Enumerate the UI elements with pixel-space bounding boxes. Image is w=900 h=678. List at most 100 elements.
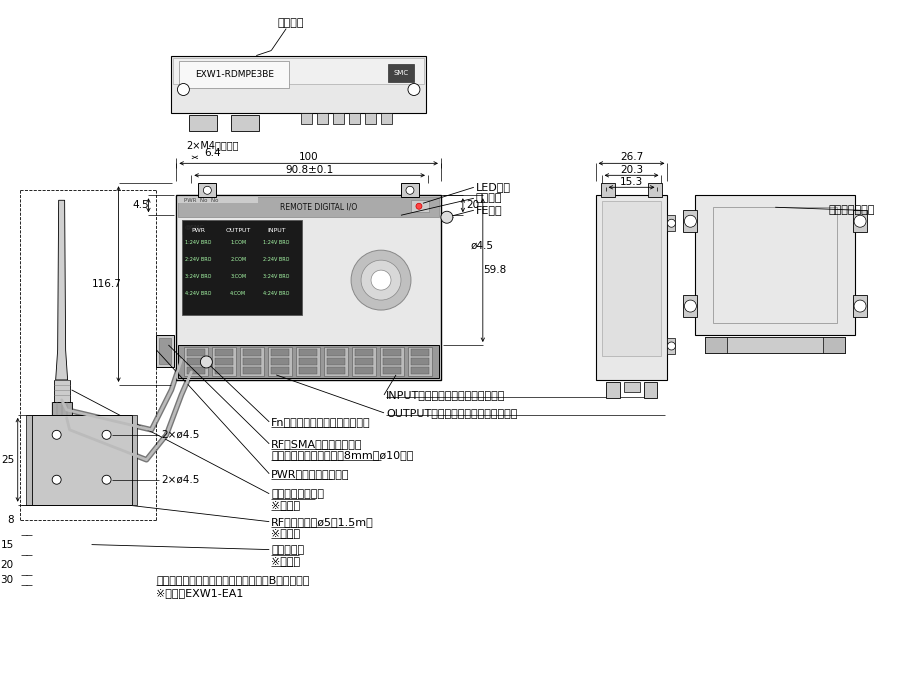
Bar — [131, 415, 138, 504]
Circle shape — [52, 431, 61, 439]
Bar — [243, 358, 261, 365]
Bar — [349, 113, 360, 125]
Text: 8: 8 — [7, 515, 14, 525]
Text: PWR（電源コネクタ）: PWR（電源コネクタ） — [271, 468, 350, 479]
Bar — [215, 349, 233, 356]
Text: 2×ø4.5: 2×ø4.5 — [161, 475, 200, 485]
Text: 15: 15 — [1, 540, 13, 550]
Circle shape — [406, 186, 414, 195]
Text: 26.7: 26.7 — [620, 153, 643, 162]
Bar — [853, 210, 867, 232]
Bar — [231, 115, 259, 132]
Bar — [240, 347, 265, 376]
Circle shape — [371, 270, 391, 290]
Bar — [600, 183, 615, 197]
Bar — [317, 113, 328, 125]
Bar — [356, 349, 373, 356]
Bar — [668, 338, 675, 354]
Circle shape — [441, 212, 453, 223]
Circle shape — [201, 356, 212, 368]
Circle shape — [361, 260, 401, 300]
Text: OUTPUT: OUTPUT — [226, 228, 251, 233]
Circle shape — [408, 83, 420, 96]
Bar — [624, 382, 640, 392]
Bar — [601, 201, 662, 356]
Bar — [271, 367, 289, 374]
Bar — [388, 64, 414, 81]
Text: 20.3: 20.3 — [620, 165, 643, 176]
Bar — [381, 113, 392, 125]
Bar — [296, 347, 320, 376]
Bar — [271, 358, 289, 365]
Text: INPUT（入力機器接続用コネクタ）: INPUT（入力機器接続用コネクタ） — [386, 390, 506, 400]
Text: Fn（ペアリング用押しボタン）: Fn（ペアリング用押しボタン） — [271, 417, 371, 427]
Text: 30: 30 — [1, 574, 13, 584]
Text: EXW1-RDMPE3BE: EXW1-RDMPE3BE — [194, 70, 274, 79]
Text: 15.3: 15.3 — [620, 178, 643, 187]
Text: 116.7: 116.7 — [92, 279, 122, 289]
Text: 1:24V BRO: 1:24V BRO — [185, 240, 211, 245]
Bar — [356, 367, 373, 374]
Bar — [299, 367, 317, 374]
Bar — [668, 215, 675, 231]
Text: 2×M4用取付穴: 2×M4用取付穴 — [186, 140, 238, 151]
Text: 4:24V BRO: 4:24V BRO — [263, 291, 290, 296]
Text: ※品番：EXW1-EA1: ※品番：EXW1-EA1 — [157, 589, 244, 599]
Bar — [596, 195, 668, 380]
Circle shape — [203, 186, 212, 195]
Circle shape — [854, 300, 866, 312]
Circle shape — [102, 431, 111, 439]
Bar — [644, 382, 658, 398]
Circle shape — [668, 342, 675, 350]
Bar — [401, 183, 419, 197]
Bar — [408, 347, 432, 376]
Text: RFケーブル（ø5，1.5m）: RFケーブル（ø5，1.5m） — [271, 517, 374, 527]
Polygon shape — [56, 200, 68, 380]
Text: FE端子: FE端子 — [476, 205, 502, 215]
Text: PWR  No  No: PWR No No — [184, 198, 219, 203]
Circle shape — [668, 219, 675, 227]
Bar — [365, 113, 376, 125]
Text: 59.8: 59.8 — [483, 265, 507, 275]
Bar — [26, 415, 32, 504]
Bar — [696, 195, 855, 335]
Text: 6.4: 6.4 — [204, 148, 220, 159]
Text: ［取付ナット：六角対辺8mm（ø10）］: ［取付ナット：六角対辺8mm（ø10）］ — [271, 450, 414, 460]
Circle shape — [52, 475, 61, 484]
Bar — [302, 113, 312, 125]
Bar — [184, 347, 209, 376]
Circle shape — [177, 83, 189, 96]
Bar — [383, 367, 401, 374]
Circle shape — [684, 300, 697, 312]
Text: 2:24V BRO: 2:24V BRO — [185, 257, 211, 262]
Text: 1:24V BRO: 1:24V BRO — [263, 240, 290, 245]
Bar — [243, 367, 261, 374]
Bar — [356, 358, 373, 365]
Bar — [706, 337, 727, 353]
Text: ブラケット: ブラケット — [271, 544, 304, 555]
Text: ホイップアンテナ: ホイップアンテナ — [271, 489, 324, 499]
Bar — [183, 220, 206, 234]
Text: ※付属品: ※付属品 — [271, 500, 301, 510]
Bar — [32, 415, 131, 504]
Bar — [411, 367, 429, 374]
Text: 4.5: 4.5 — [132, 200, 148, 210]
Text: 4:24V BRO: 4:24V BRO — [185, 291, 211, 296]
Bar — [198, 183, 216, 197]
Bar — [171, 56, 426, 113]
Text: 20: 20 — [466, 200, 480, 210]
Bar — [411, 200, 429, 212]
Text: LED表示: LED表示 — [476, 182, 511, 193]
Bar — [606, 382, 619, 398]
Bar — [299, 349, 317, 356]
Bar — [824, 337, 845, 353]
Bar — [187, 367, 205, 374]
Bar — [178, 345, 439, 378]
Circle shape — [351, 250, 411, 310]
Text: 表示銘板: 表示銘板 — [476, 193, 502, 203]
Bar — [853, 295, 867, 317]
Bar — [215, 358, 233, 365]
Text: @SMC: @SMC — [184, 224, 204, 230]
Bar — [383, 358, 401, 365]
Bar — [683, 295, 698, 317]
